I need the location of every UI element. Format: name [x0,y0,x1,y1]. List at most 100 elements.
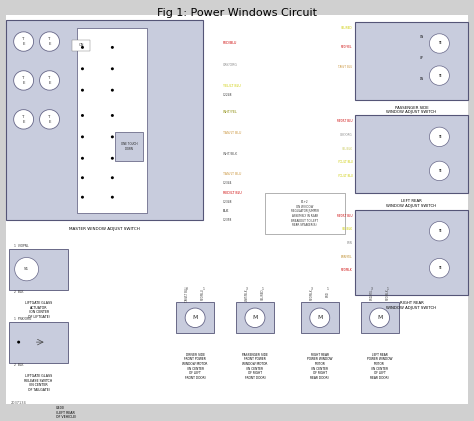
Circle shape [429,66,449,85]
Text: LIFTGATE GLASS
RELEASE SWITCH
(IN CENTER
OF TAILGATE): LIFTGATE GLASS RELEASE SWITCH (IN CENTER… [25,374,53,392]
Text: TE: TE [438,266,441,270]
Text: T
E: T E [48,115,51,124]
Text: C2348: C2348 [223,200,233,204]
Text: YCL/LT BLU: YCL/LT BLU [338,174,353,178]
Circle shape [429,258,449,278]
Bar [176,302,214,333]
Text: UP: UP [419,56,423,60]
Bar [301,302,339,333]
Bar [355,115,468,193]
Text: ON: ON [79,43,84,48]
Text: GRY/ORG: GRY/ORG [340,133,353,137]
Text: DN: DN [419,77,423,82]
Circle shape [429,161,449,181]
Text: 1: 1 [387,287,389,290]
Text: 1: 1 [262,287,264,290]
Circle shape [81,196,84,199]
Circle shape [111,196,114,199]
Text: T
E: T E [22,76,25,85]
Text: PASSENGER SIDE
FRONT POWER
WINDOW MOTOR
(IN CENTER
OF RIGHT
FRONT DOOR): PASSENGER SIDE FRONT POWER WINDOW MOTOR … [242,353,268,380]
Circle shape [40,71,60,90]
Bar [361,302,399,333]
Text: T
E: T E [22,37,25,46]
Circle shape [14,71,34,90]
Text: G400
(LEFT REAR
OF VEHICLE): G400 (LEFT REAR OF VEHICLE) [55,406,76,419]
Bar [265,193,345,234]
Bar [355,22,468,100]
Circle shape [17,341,20,344]
Text: TAN/T BLU: TAN/T BLU [338,65,353,69]
Text: B1+2
ON WINDOW
REGULATOR JUMPER
ASSEMBLY IN REAR
BREAKOUT TO LEFT
REAR SPEAKER(S: B1+2 ON WINDOW REGULATOR JUMPER ASSEMBLY… [291,200,319,227]
Text: M: M [377,315,382,320]
Circle shape [81,176,84,179]
Text: RED/BLK: RED/BLK [310,289,314,300]
Circle shape [111,46,114,49]
Text: C2248: C2248 [223,93,233,97]
Text: LEFT REAR
POWER WINDOW
MOTOR
(IN CENTER
OF LEFT
REAR DOOR): LEFT REAR POWER WINDOW MOTOR (IN CENTER … [367,353,392,380]
Bar [73,40,91,51]
Text: TE: TE [438,74,441,77]
Text: TAN/LT BLU: TAN/LT BLU [223,131,241,135]
Text: DRIVER SIDE
FRONT POWER
WINDOW MOTOR
(IN CENTER
OF LEFT
FRONT DOOR): DRIVER SIDE FRONT POWER WINDOW MOTOR (IN… [182,353,208,380]
Circle shape [14,32,34,51]
Text: TAN/LT BLU: TAN/LT BLU [223,172,241,176]
Bar [115,132,143,161]
Text: YEL/LT BLU: YEL/LT BLU [223,84,241,88]
Text: T
E: T E [48,37,51,46]
Text: RED/BLU: RED/BLU [223,42,237,45]
Circle shape [40,109,60,129]
Circle shape [81,157,84,160]
Bar [9,249,69,290]
Text: LIFTGATE GLASS
ACTUATOR
(ON CENTER
OF LIFTGATE): LIFTGATE GLASS ACTUATOR (ON CENTER OF LI… [25,301,52,319]
Text: TE: TE [438,42,441,45]
Bar [6,20,203,219]
Text: TE: TE [438,135,441,139]
Text: YEL/RED: YEL/RED [341,26,353,30]
Circle shape [185,308,205,328]
Text: MASTER WINDOW ADJUST SWITCH: MASTER WINDOW ADJUST SWITCH [69,227,140,231]
Text: GRY/ORG: GRY/ORG [223,63,238,67]
Text: YEL/BLK: YEL/BLK [342,147,353,151]
Text: YEL/BLK: YEL/BLK [342,227,353,231]
Text: RED/LT BLU: RED/LT BLU [337,119,353,123]
Bar [236,302,274,333]
Circle shape [429,221,449,241]
Text: 2037134: 2037134 [11,401,27,405]
Text: 2  BLK: 2 BLK [14,363,23,368]
Circle shape [111,176,114,179]
Circle shape [310,308,330,328]
Text: YEL/RED: YEL/RED [261,289,265,300]
Text: TE: TE [438,169,441,173]
Text: M: M [317,315,322,320]
Circle shape [370,308,390,328]
Text: 2  BLK: 2 BLK [14,290,23,295]
Text: RED/YEL: RED/YEL [341,45,353,49]
Circle shape [111,114,114,117]
Bar [355,210,468,296]
Text: BRD/YEL: BRD/YEL [370,289,374,300]
Text: BRN: BRN [347,241,353,245]
Text: BRN/YEL: BRN/YEL [341,255,353,258]
Circle shape [111,89,114,92]
Text: RED/BLU: RED/BLU [201,288,205,300]
Circle shape [429,34,449,53]
Text: YCL/LT BLU: YCL/LT BLU [338,160,353,164]
Text: 3: 3 [246,287,248,290]
Text: T
E: T E [22,115,25,124]
Text: RED/BLK: RED/BLK [341,268,353,272]
Text: M: M [192,315,198,320]
Text: WHT/BLK: WHT/BLK [223,152,238,156]
Text: RED/BLK: RED/BLK [385,289,390,300]
Text: C2358: C2358 [223,218,232,221]
Circle shape [14,109,34,129]
Circle shape [15,258,38,281]
Text: 1: 1 [202,287,204,290]
Text: C2344: C2344 [223,181,233,184]
Text: LEFT REAR
WINDOW ADJUST SWITCH: LEFT REAR WINDOW ADJUST SWITCH [386,199,437,208]
Text: TAN/LT BLU: TAN/LT BLU [185,287,189,302]
Circle shape [429,127,449,147]
Text: M: M [252,315,258,320]
Text: 1  VIOPNL: 1 VIOPNL [14,244,28,248]
Text: ON: ON [419,35,424,39]
Text: PASSENGER SIDE
WINDOW ADJUST SWITCH: PASSENGER SIDE WINDOW ADJUST SWITCH [386,106,437,115]
